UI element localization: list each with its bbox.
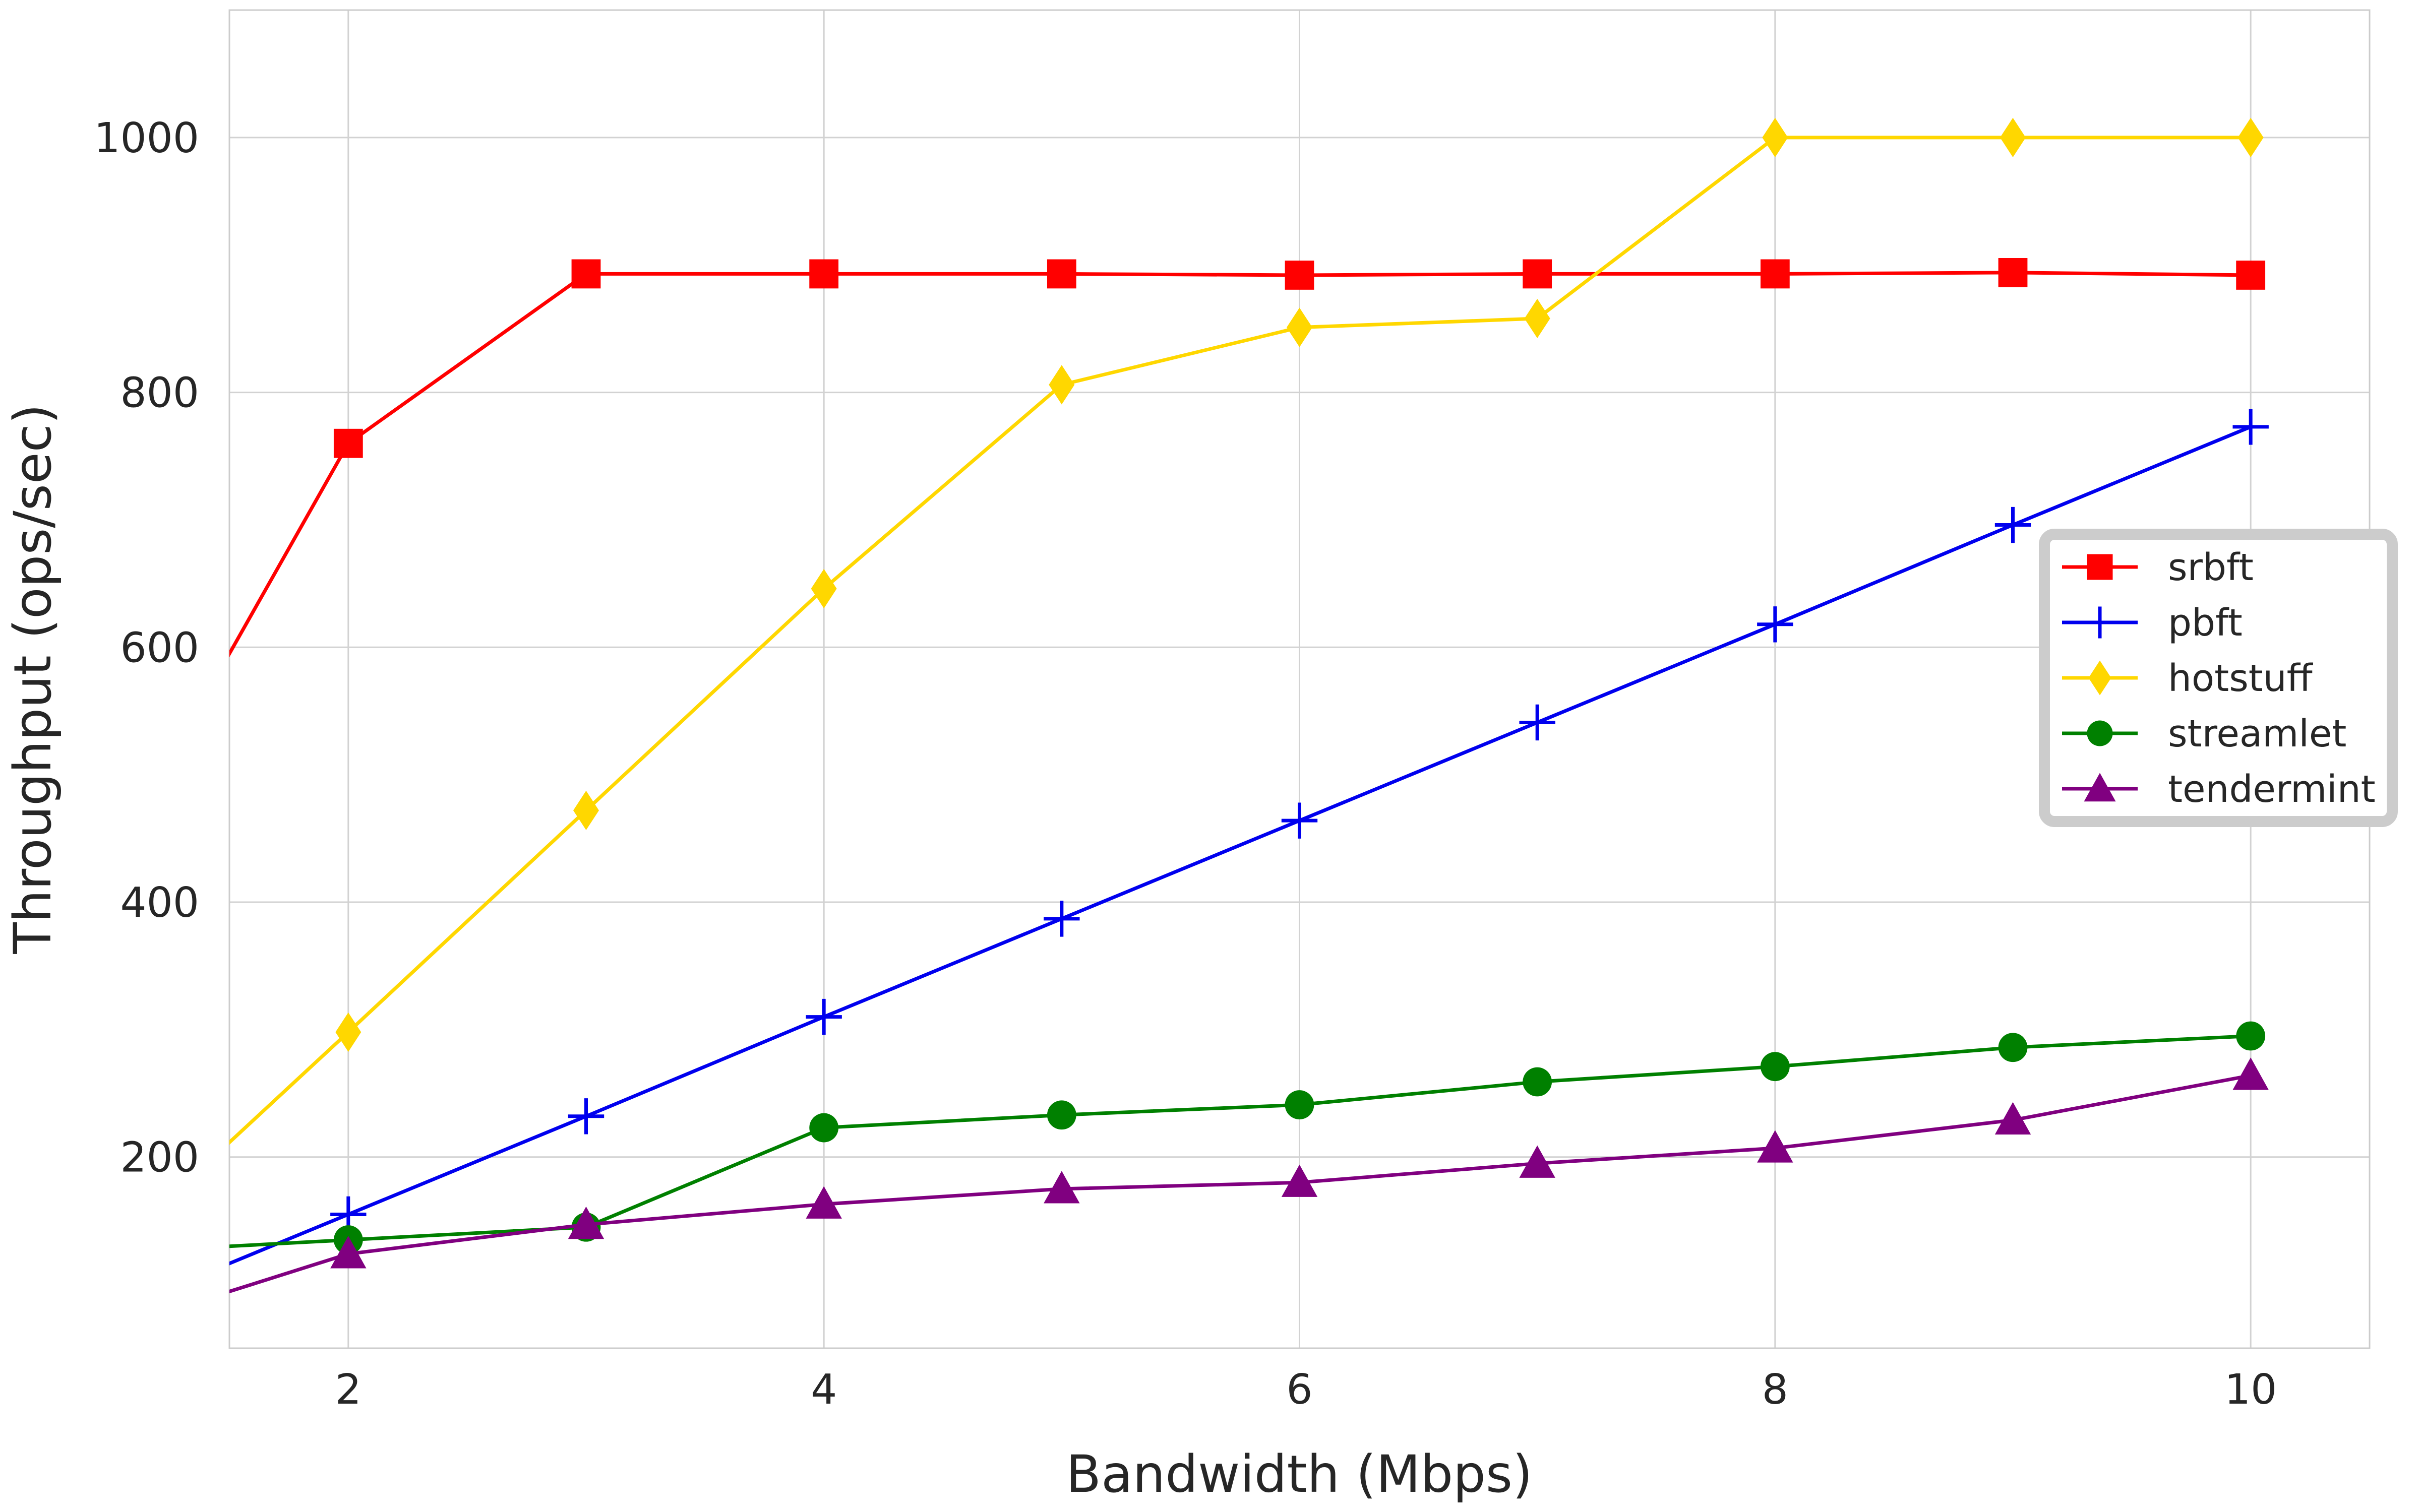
data-point-pbft xyxy=(1994,507,2031,543)
series-line-pbft xyxy=(229,425,2252,1266)
data-point-tendermint xyxy=(1994,1102,2031,1135)
data-point-streamlet xyxy=(1047,1100,1076,1130)
data-point-srbft xyxy=(571,259,601,289)
y-tick-label: 600 xyxy=(120,624,199,672)
data-point-srbft xyxy=(1285,261,1314,290)
data-point-tendermint xyxy=(330,1236,367,1269)
data-point-hotstuff xyxy=(2237,117,2264,157)
data-point-pbft xyxy=(1281,802,1318,839)
legend-label: pbft xyxy=(2168,601,2243,645)
data-point-tendermint xyxy=(1044,1171,1080,1204)
x-tick-label: 8 xyxy=(1762,1366,1788,1414)
data-point-hotstuff xyxy=(1524,298,1550,339)
x-tick-label: 6 xyxy=(1286,1366,1312,1414)
data-point-hotstuff xyxy=(2000,117,2026,157)
data-point-srbft xyxy=(333,428,363,458)
data-point-hotstuff xyxy=(1287,307,1312,347)
y-tick-label: 800 xyxy=(120,369,199,417)
data-point-hotstuff xyxy=(573,790,599,831)
data-point-pbft xyxy=(806,998,842,1035)
series-line-hotstuff xyxy=(229,136,2251,1145)
data-point-srbft xyxy=(809,259,839,289)
data-point-tendermint xyxy=(1757,1130,1793,1163)
data-point-pbft xyxy=(2232,409,2269,445)
data-point-pbft xyxy=(1519,704,1555,741)
data-point-tendermint xyxy=(1519,1145,1555,1178)
data-point-tendermint xyxy=(1281,1164,1318,1197)
legend-item-tendermint: tendermint xyxy=(2062,768,2376,811)
x-tick-label: 10 xyxy=(2224,1366,2277,1414)
data-point-pbft xyxy=(568,1098,604,1135)
legend-frame xyxy=(2039,529,2398,827)
data-point-pbft xyxy=(1044,901,1080,937)
legend-item-streamlet: streamlet xyxy=(2062,712,2346,755)
legend-label: tendermint xyxy=(2168,768,2376,811)
data-point-tendermint xyxy=(568,1207,604,1239)
data-point-srbft xyxy=(1998,258,2028,287)
series-tendermint xyxy=(229,1057,2269,1294)
data-point-streamlet xyxy=(809,1113,839,1143)
legend-marker-pbft xyxy=(2084,606,2116,639)
legend-marker-tendermint xyxy=(2084,773,2116,802)
data-point-tendermint xyxy=(806,1186,842,1219)
tick-labels: 2 4 6 8 10 200 400 600 800 1000 xyxy=(94,114,2277,1414)
y-tick-label: 1000 xyxy=(94,114,199,162)
x-axis-label: Bandwidth (Mbps) xyxy=(1066,1444,1533,1504)
data-point-streamlet xyxy=(1285,1090,1314,1119)
data-point-hotstuff xyxy=(335,1012,361,1052)
data-point-hotstuff xyxy=(811,569,837,609)
series-streamlet xyxy=(229,1021,2266,1254)
series-line-tendermint xyxy=(229,1074,2251,1294)
data-point-streamlet xyxy=(2236,1021,2266,1051)
series-srbft xyxy=(229,258,2266,658)
x-tick-label: 2 xyxy=(335,1366,361,1414)
legend-item-srbft: srbft xyxy=(2062,546,2254,589)
legend-item-pbft: pbft xyxy=(2062,601,2243,645)
x-tick-label: 4 xyxy=(811,1366,837,1414)
series-line-streamlet xyxy=(229,1034,2251,1248)
legend: srbft pbft hotstuff streamlet tendermint xyxy=(2039,529,2398,827)
data-point-srbft xyxy=(1047,259,1076,289)
data-point-streamlet xyxy=(1523,1067,1552,1097)
legend-marker-streamlet xyxy=(2087,720,2113,746)
legend-item-hotstuff: hotstuff xyxy=(2062,657,2314,700)
data-point-pbft xyxy=(1757,606,1793,643)
y-tick-label: 200 xyxy=(120,1134,199,1182)
legend-label: srbft xyxy=(2168,546,2254,589)
y-tick-label: 400 xyxy=(120,879,199,927)
legend-marker-srbft xyxy=(2087,554,2113,580)
data-point-srbft xyxy=(2236,261,2266,290)
series-layer xyxy=(229,117,2269,1294)
series-hotstuff xyxy=(229,117,2264,1145)
data-point-hotstuff xyxy=(1762,117,1788,157)
series-line-srbft xyxy=(229,271,2251,658)
series-pbft xyxy=(229,409,2269,1266)
legend-label: hotstuff xyxy=(2168,657,2314,700)
data-point-tendermint xyxy=(2232,1057,2269,1090)
data-point-streamlet xyxy=(1998,1033,2028,1062)
y-axis-label: Throughput (ops/sec) xyxy=(3,404,63,954)
data-point-srbft xyxy=(1760,259,1790,289)
data-point-hotstuff xyxy=(1049,365,1075,405)
data-point-streamlet xyxy=(1760,1052,1790,1082)
data-point-srbft xyxy=(1523,259,1552,289)
legend-label: streamlet xyxy=(2168,712,2346,755)
legend-marker-hotstuff xyxy=(2088,660,2111,696)
